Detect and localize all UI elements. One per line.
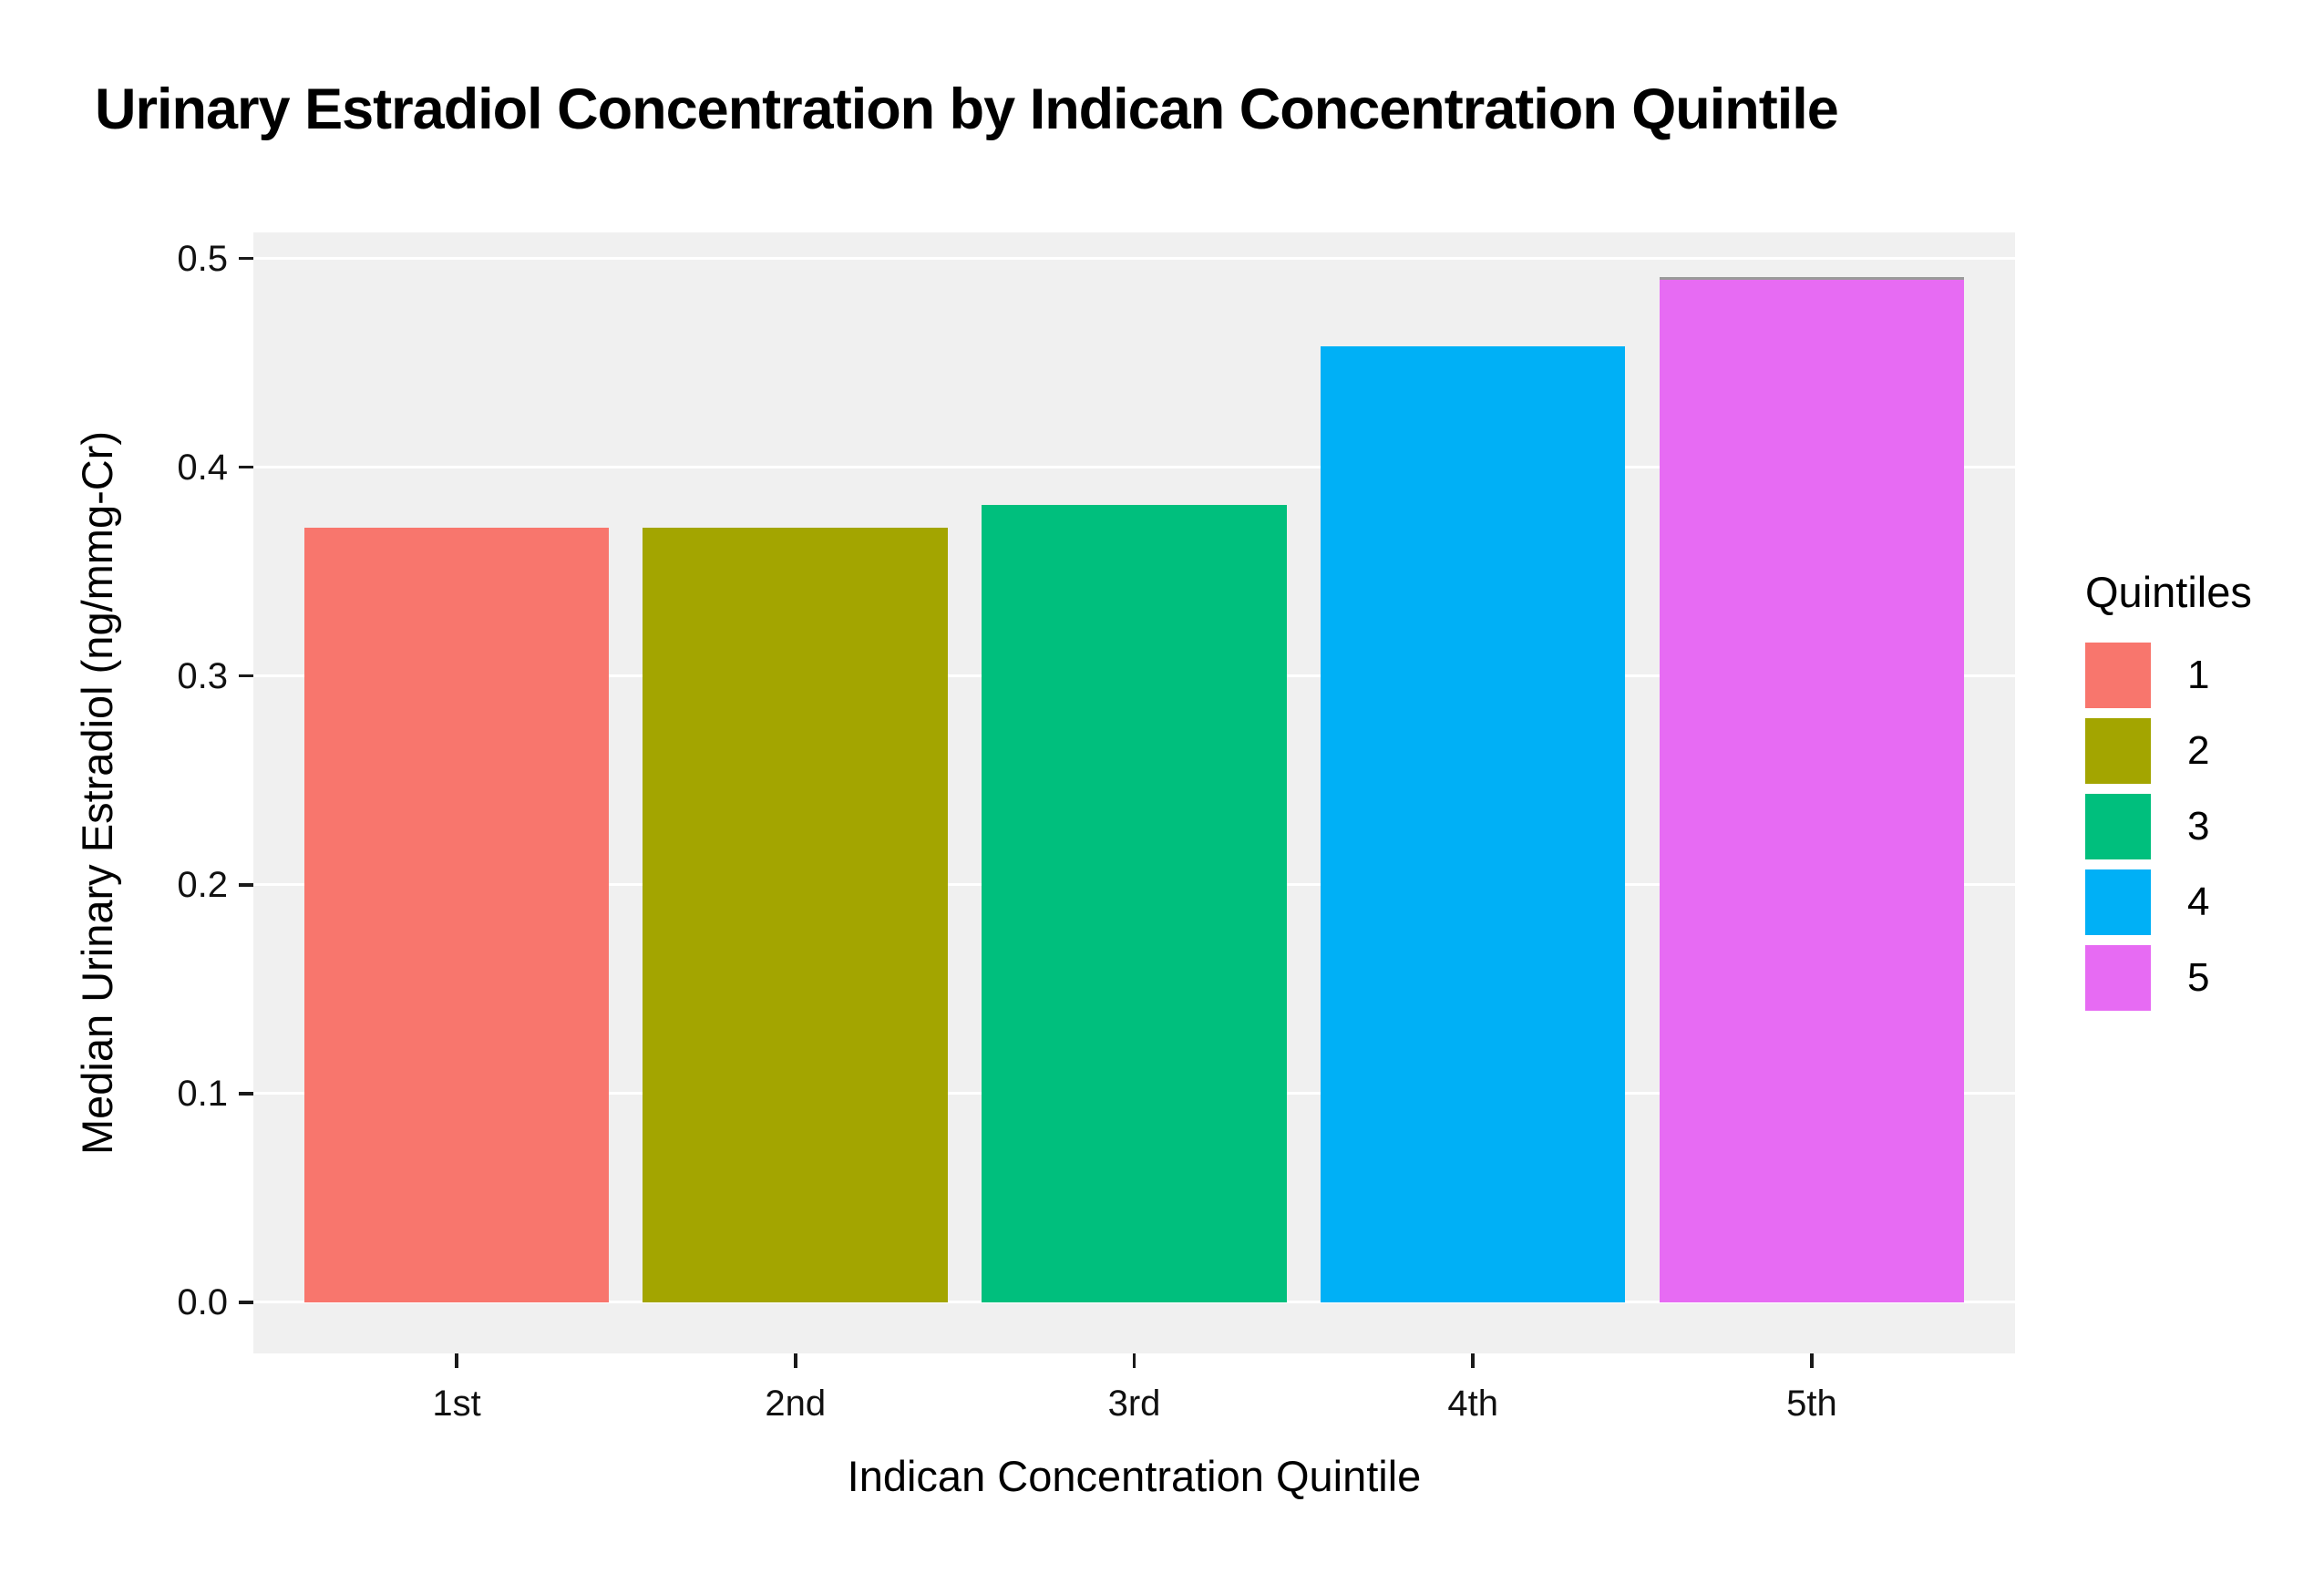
y-tick-label: 0.5 xyxy=(177,238,228,279)
y-axis-title: Median Urinary Estradiol (ng/mmg-Cr) xyxy=(73,431,121,1155)
y-tick-mark-0.5 xyxy=(239,256,253,261)
y-tick-label: 0.1 xyxy=(177,1073,228,1114)
legend-key-4 xyxy=(2085,869,2151,935)
x-tick-mark-2nd xyxy=(794,1353,797,1368)
x-tick-mark-5th xyxy=(1810,1353,1814,1368)
bar-3rd xyxy=(982,504,1287,1302)
y-tick-label: 0.2 xyxy=(177,864,228,905)
chart-title: Urinary Estradiol Concentration by Indic… xyxy=(95,77,1839,141)
y-tick-mark-0.4 xyxy=(239,465,253,469)
bar-2nd xyxy=(643,528,949,1302)
y-tick-mark-0.0 xyxy=(239,1301,253,1304)
bar-5th xyxy=(1659,277,1965,1302)
gridline-0.0 xyxy=(253,1301,2015,1304)
legend-label: 4 xyxy=(2187,880,2210,924)
legend-key-5 xyxy=(2085,945,2151,1011)
bar-4th xyxy=(1320,345,1626,1302)
y-tick-mark-0.3 xyxy=(239,674,253,678)
gridline-0.4 xyxy=(253,466,2015,469)
legend-key-1 xyxy=(2085,643,2151,708)
y-tick-label: 0.4 xyxy=(177,447,228,488)
x-tick-label: 2nd xyxy=(765,1384,827,1424)
legend-label: 1 xyxy=(2187,653,2210,697)
y-tick-label: 0.0 xyxy=(177,1281,228,1322)
legend-key-2 xyxy=(2085,718,2151,784)
bar-1st xyxy=(303,528,610,1302)
legend-label: 5 xyxy=(2187,955,2210,1000)
x-axis-title: Indican Concentration Quintile xyxy=(847,1452,1422,1500)
legend-key-3 xyxy=(2085,794,2151,859)
x-tick-label: 5th xyxy=(1786,1384,1837,1424)
x-tick-mark-1st xyxy=(455,1353,458,1368)
x-tick-label: 4th xyxy=(1447,1384,1499,1424)
legend-title: Quintiles xyxy=(2085,568,2252,616)
x-tick-mark-3rd xyxy=(1132,1353,1136,1368)
x-tick-mark-4th xyxy=(1471,1353,1475,1368)
legend-label: 3 xyxy=(2187,804,2210,849)
x-tick-label: 1st xyxy=(432,1384,481,1424)
y-tick-mark-0.1 xyxy=(239,1092,253,1096)
x-tick-label: 3rd xyxy=(1107,1384,1161,1424)
y-tick-label: 0.3 xyxy=(177,655,228,696)
legend-label: 2 xyxy=(2187,728,2210,773)
y-tick-mark-0.2 xyxy=(239,883,253,887)
gridline-0.5 xyxy=(253,257,2015,261)
